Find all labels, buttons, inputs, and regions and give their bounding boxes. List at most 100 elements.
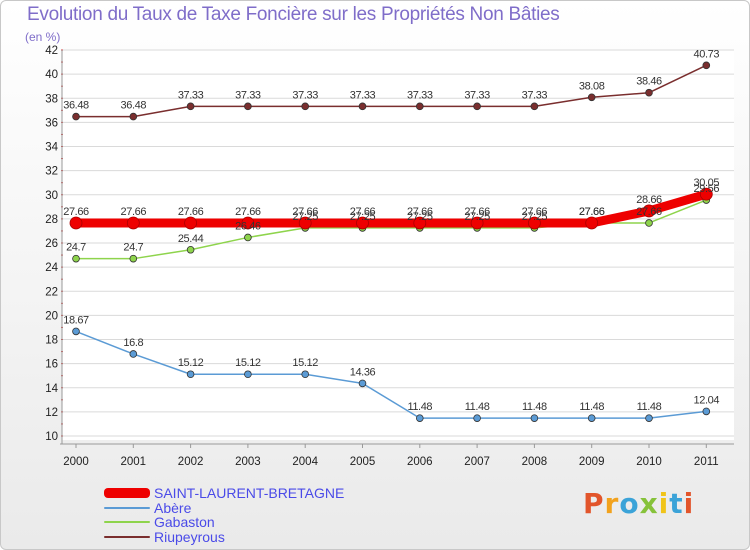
data-point-saint-laurent-bretagne bbox=[585, 216, 599, 230]
data-label-ab-re: 18.67 bbox=[63, 314, 89, 326]
data-point-riupeyrous bbox=[473, 102, 481, 111]
data-point-gabaston bbox=[244, 233, 252, 242]
x-tick-label: 2001 bbox=[121, 456, 147, 468]
data-label-ab-re: 11.48 bbox=[465, 401, 490, 413]
data-point-riupeyrous bbox=[530, 102, 539, 111]
logo-letter: t bbox=[669, 487, 684, 520]
legend-swatch-abere bbox=[104, 506, 150, 509]
legend-item-gabaston: Gabaston bbox=[104, 515, 344, 530]
y-tick-label: 36 bbox=[45, 117, 58, 129]
data-label-riupeyrous: 36.48 bbox=[121, 100, 147, 112]
data-label-ab-re: 12.04 bbox=[694, 394, 720, 406]
data-point-gabaston bbox=[645, 219, 653, 227]
data-label-riupeyrous: 40.73 bbox=[694, 48, 720, 60]
data-label-gabaston: 24.7 bbox=[123, 242, 143, 254]
data-point-riupeyrous bbox=[72, 112, 80, 121]
data-point-ab-re bbox=[186, 370, 195, 379]
data-label-ab-re: 15.12 bbox=[292, 357, 318, 369]
y-tick-label: 20 bbox=[45, 310, 58, 322]
data-label-riupeyrous: 36.48 bbox=[63, 100, 89, 112]
data-label-saint-laurent-bretagne: 30.05 bbox=[694, 177, 720, 189]
data-label-ab-re: 11.48 bbox=[522, 401, 547, 413]
legend: SAINT-LAURENT-BRETAGNE Abère Gabaston Ri… bbox=[104, 486, 344, 544]
data-point-ab-re bbox=[129, 350, 138, 358]
data-label-ab-re: 16.8 bbox=[123, 337, 143, 349]
chart-subtitle: (en %) bbox=[25, 30, 61, 44]
y-tick-label: 34 bbox=[45, 142, 58, 154]
data-point-saint-laurent-bretagne bbox=[470, 216, 484, 230]
data-point-riupeyrous bbox=[244, 102, 252, 111]
data-point-saint-laurent-bretagne bbox=[298, 216, 312, 230]
data-label-riupeyrous: 37.33 bbox=[350, 89, 376, 101]
y-tick-label: 14 bbox=[45, 383, 58, 395]
data-point-gabaston bbox=[186, 245, 195, 254]
y-tick-label: 18 bbox=[45, 335, 58, 347]
legend-item-riupeyrous: Riupeyrous bbox=[104, 528, 344, 545]
data-point-ab-re bbox=[301, 370, 310, 379]
legend-item-saint-laurent-bretagne: SAINT-LAURENT-BRETAGNE bbox=[104, 486, 344, 501]
series-line-riupeyrous bbox=[75, 64, 708, 118]
data-point-saint-laurent-bretagne bbox=[356, 216, 369, 230]
data-label-gabaston: 27.25 bbox=[350, 211, 376, 223]
data-point-ab-re bbox=[415, 414, 424, 422]
data-point-riupeyrous bbox=[358, 102, 367, 111]
x-tick-label: 2011 bbox=[694, 456, 719, 468]
data-point-riupeyrous bbox=[186, 102, 195, 111]
data-label-saint-laurent-bretagne: 28.66 bbox=[636, 194, 662, 206]
data-label-riupeyrous: 37.33 bbox=[522, 89, 548, 101]
chart-title: Evolution du Taux de Taxe Foncière sur l… bbox=[27, 4, 560, 25]
data-point-riupeyrous bbox=[702, 61, 711, 70]
data-point-riupeyrous bbox=[301, 102, 310, 111]
logo-letter: i bbox=[658, 487, 670, 520]
data-point-gabaston bbox=[72, 254, 80, 263]
data-label-gabaston: 27.66 bbox=[636, 206, 662, 218]
data-point-saint-laurent-bretagne bbox=[241, 216, 255, 230]
data-point-saint-laurent-bretagne bbox=[528, 216, 541, 230]
logo-letter: P bbox=[583, 487, 605, 520]
data-point-ab-re bbox=[358, 379, 367, 388]
x-tick-label: 2010 bbox=[636, 456, 662, 468]
y-tick-label: 30 bbox=[45, 190, 58, 202]
y-tick-label: 24 bbox=[45, 262, 58, 274]
data-label-ab-re: 11.48 bbox=[637, 401, 662, 413]
legend-swatch-riupeyrous bbox=[104, 535, 150, 538]
data-label-saint-laurent-bretagne: 27.66 bbox=[121, 206, 147, 218]
data-point-riupeyrous bbox=[645, 88, 653, 97]
plot-area bbox=[62, 50, 734, 440]
data-label-ab-re: 14.36 bbox=[350, 366, 376, 378]
logo-letter: o bbox=[619, 487, 640, 520]
data-label-riupeyrous: 37.33 bbox=[235, 89, 261, 101]
x-tick-label: 2006 bbox=[407, 456, 433, 468]
legend-label-saint-laurent-bretagne: SAINT-LAURENT-BRETAGNE bbox=[154, 485, 345, 501]
legend-item-abere: Abère bbox=[104, 500, 344, 516]
x-tick-label: 2009 bbox=[579, 456, 605, 468]
x-tick-label: 2005 bbox=[350, 456, 376, 468]
y-tick-label: 16 bbox=[45, 359, 58, 371]
y-tick-label: 38 bbox=[45, 93, 58, 105]
y-tick-label: 10 bbox=[45, 431, 58, 443]
data-label-ab-re: 11.48 bbox=[579, 401, 604, 413]
data-point-riupeyrous bbox=[415, 102, 424, 111]
series-line-ab-re bbox=[75, 330, 708, 419]
data-label-riupeyrous: 38.46 bbox=[636, 76, 662, 88]
data-point-riupeyrous bbox=[587, 93, 596, 102]
legend-swatch-gabaston bbox=[104, 521, 150, 524]
data-label-riupeyrous: 37.33 bbox=[464, 89, 490, 101]
x-tick-label: 2004 bbox=[292, 456, 318, 468]
y-tick-label: 12 bbox=[45, 407, 58, 419]
data-label-saint-laurent-bretagne: 27.66 bbox=[350, 206, 376, 218]
y-tick-label: 26 bbox=[45, 238, 58, 250]
data-label-ab-re: 15.12 bbox=[235, 357, 261, 369]
data-label-riupeyrous: 37.33 bbox=[178, 89, 204, 101]
proxiti-logo: Proxiti bbox=[583, 487, 694, 520]
data-point-ab-re bbox=[587, 414, 596, 422]
data-point-saint-laurent-bretagne bbox=[642, 204, 656, 218]
data-label-saint-laurent-bretagne: 27.66 bbox=[407, 206, 433, 218]
data-point-saint-laurent-bretagne bbox=[699, 187, 713, 201]
y-tick-label: 28 bbox=[45, 214, 58, 226]
x-tick-label: 2008 bbox=[522, 456, 548, 468]
legend-swatch-saint-laurent-bretagne bbox=[104, 488, 150, 499]
x-tick-label: 2000 bbox=[63, 456, 89, 468]
legend-label-riupeyrous: Riupeyrous bbox=[154, 528, 225, 545]
